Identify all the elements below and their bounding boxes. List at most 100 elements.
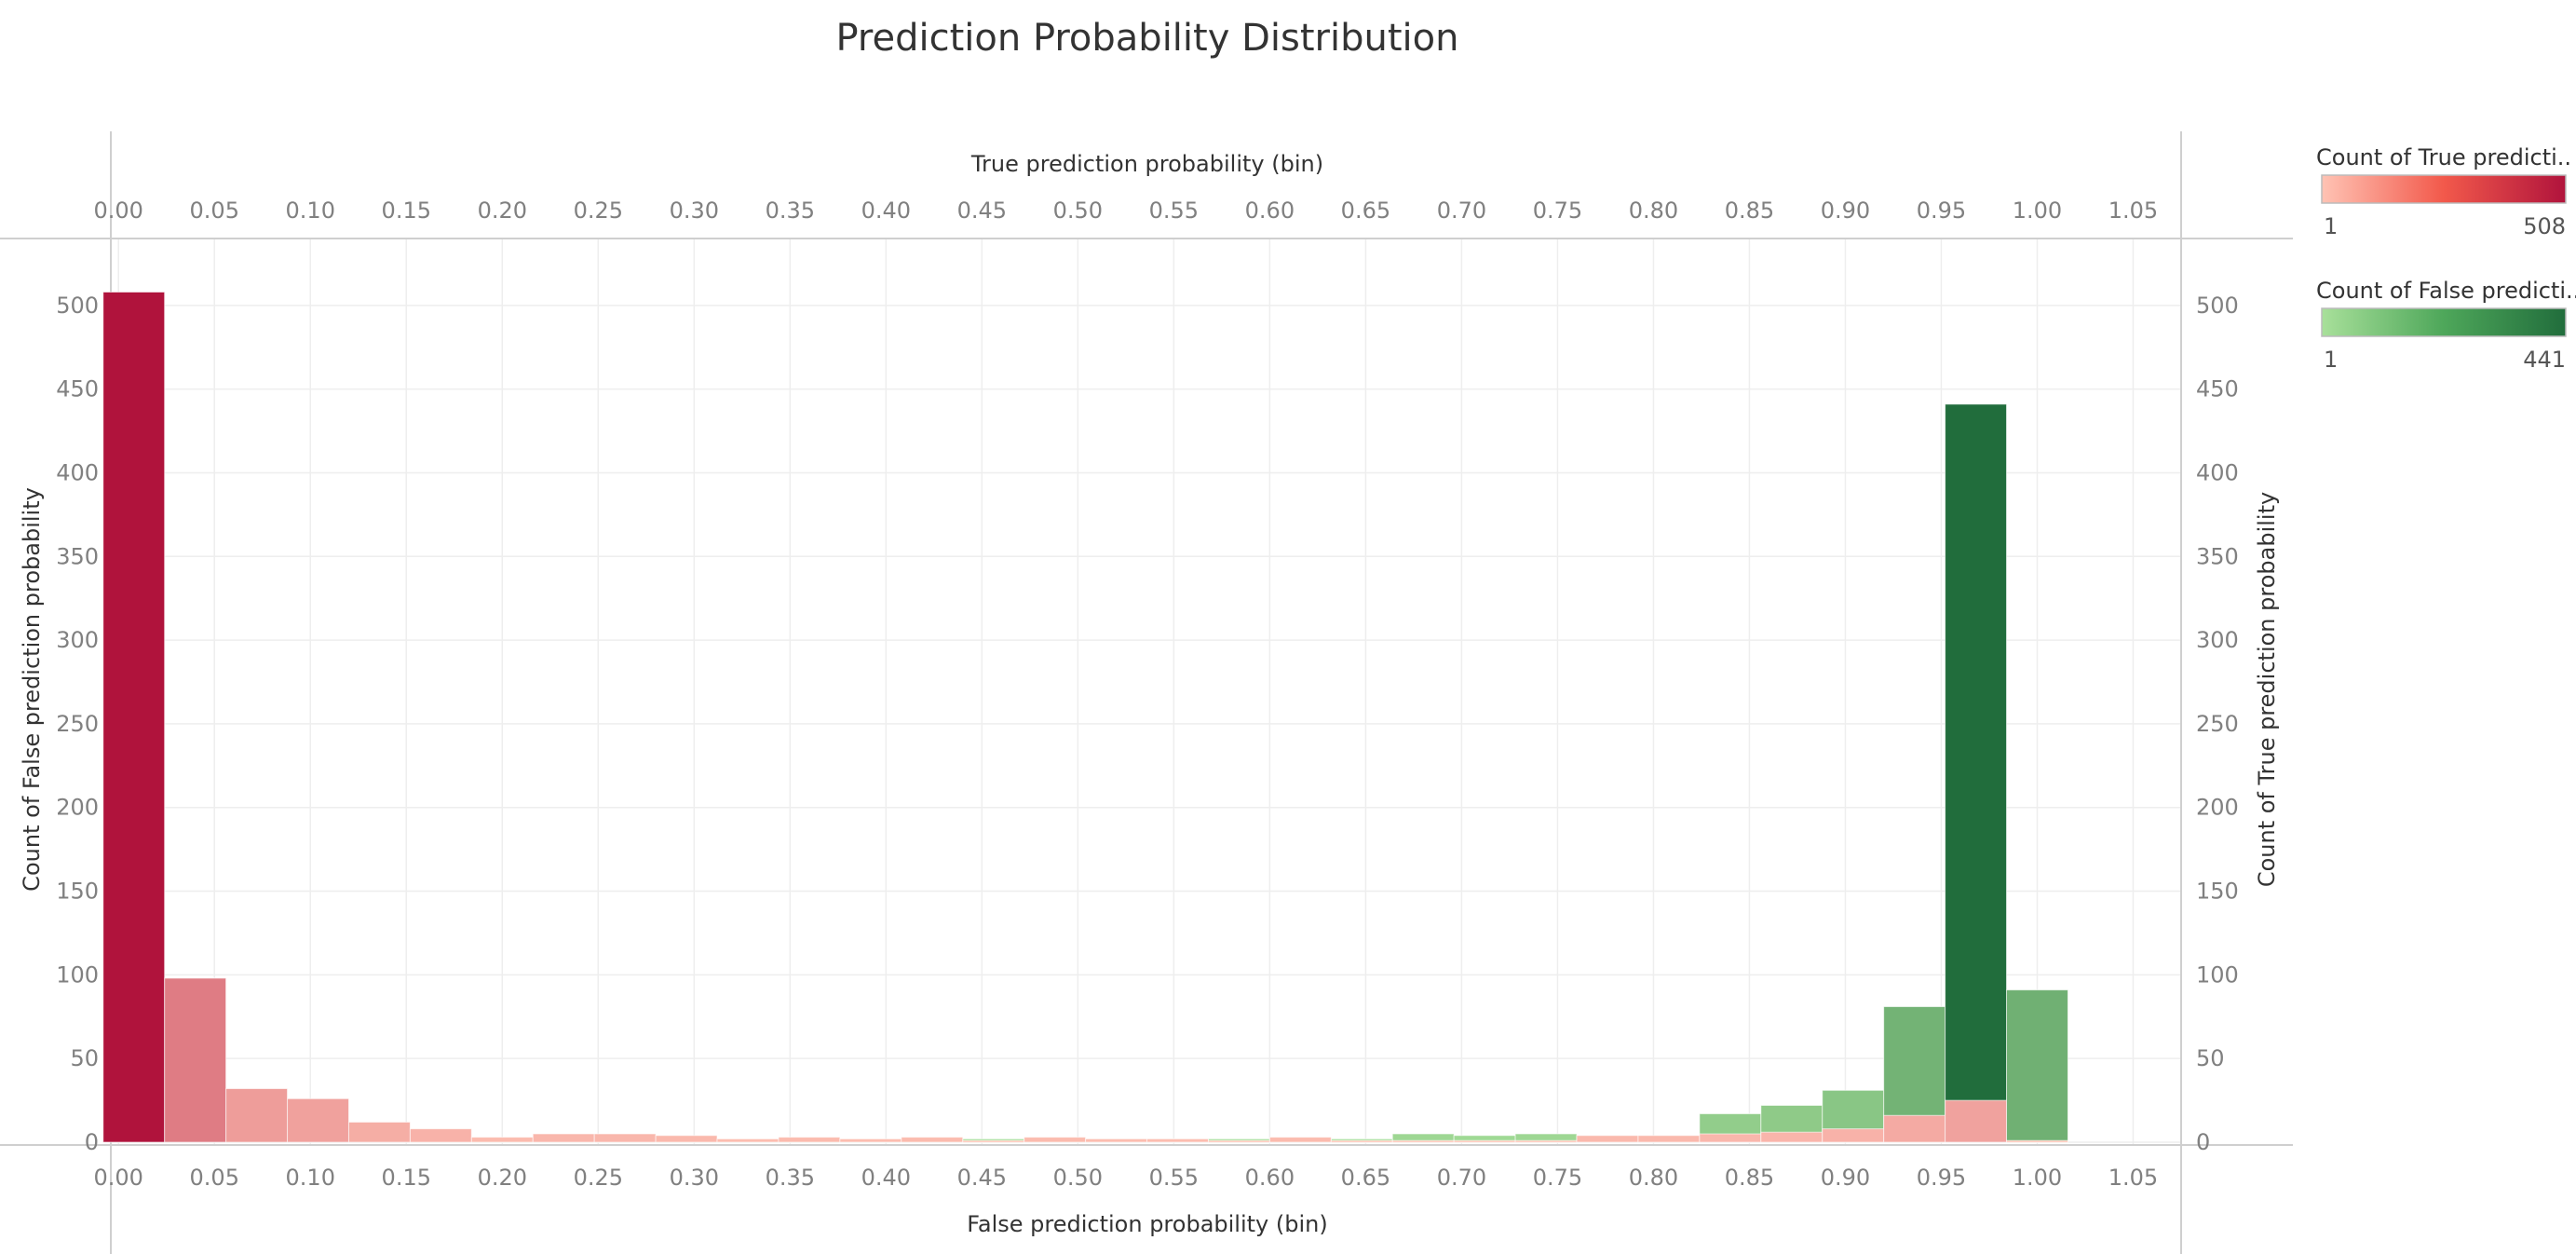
true-prediction-bar [1453, 1139, 1516, 1143]
legend-false-max: 441 [2523, 347, 2566, 373]
bottom-x-tick-label: 0.60 [1245, 1165, 1295, 1191]
top-x-tick-label: 0.35 [766, 198, 815, 224]
right-y-tick-label: 250 [2196, 711, 2239, 737]
left-y-tick-label: 300 [56, 627, 99, 653]
top-x-tick-label: 0.05 [190, 198, 239, 224]
left-y-tick-label: 200 [56, 795, 99, 821]
top-x-tick-label: 0.00 [94, 198, 143, 224]
top-x-tick-label: 0.60 [1245, 198, 1295, 224]
legend-true-predictions: Count of True predicti.. 1 508 [2316, 144, 2571, 239]
true-prediction-bar [347, 1121, 411, 1143]
left-y-tick-label: 150 [56, 879, 99, 905]
true-prediction-bar [778, 1137, 841, 1143]
left-y-tick-label: 100 [56, 961, 99, 988]
tick-labels: 0.00 0.00 0.05 0.05 0.10 0.10 0.15 0.15 0.20 0.20… [56, 198, 2239, 1191]
true-prediction-bar [1822, 1128, 1885, 1143]
left-y-tick-label: 500 [56, 293, 99, 319]
true-prediction-bar [1637, 1135, 1701, 1143]
right-y-tick-label: 200 [2196, 795, 2239, 821]
gridlines [111, 239, 2181, 1145]
false-prediction-bars [409, 403, 2068, 1143]
legend-true-title: Count of True predicti.. [2316, 144, 2571, 170]
bottom-x-tick-label: 0.35 [766, 1165, 815, 1191]
top-x-tick-label: 0.50 [1053, 198, 1103, 224]
bottom-x-tick-label: 0.50 [1053, 1165, 1103, 1191]
left-y-axis-title: Count of False prediction probability [19, 487, 45, 892]
top-x-tick-label: 1.00 [2013, 198, 2062, 224]
bottom-x-tick-label: 0.90 [1821, 1165, 1870, 1191]
true-prediction-bar [1883, 1114, 1946, 1143]
true-prediction-bars [102, 291, 2068, 1143]
true-prediction-bar [470, 1137, 534, 1143]
top-x-tick-label: 1.05 [2108, 198, 2158, 224]
right-y-tick-label: 150 [2196, 879, 2239, 905]
top-x-tick-label: 0.65 [1341, 198, 1390, 224]
left-y-tick-label: 350 [56, 543, 99, 569]
true-prediction-bar [593, 1133, 657, 1143]
bottom-x-tick-label: 0.55 [1149, 1165, 1199, 1191]
top-x-tick-label: 0.40 [861, 198, 911, 224]
legend-false-predictions: Count of False predicti.. 1 441 [2316, 278, 2576, 373]
false-prediction-bar [2006, 989, 2068, 1143]
true-prediction-bar [1514, 1139, 1578, 1143]
true-prediction-bar [1146, 1138, 1209, 1143]
true-prediction-bar [716, 1138, 780, 1143]
top-x-tick-label: 0.20 [478, 198, 527, 224]
bottom-x-tick-label: 0.70 [1437, 1165, 1486, 1191]
top-x-tick-label: 0.15 [382, 198, 431, 224]
bottom-x-tick-label: 0.45 [957, 1165, 1007, 1191]
bottom-x-tick-label: 1.00 [2013, 1165, 2062, 1191]
top-x-tick-label: 0.10 [286, 198, 335, 224]
top-x-axis-title: True prediction probability (bin) [970, 151, 1323, 177]
true-prediction-bar [1085, 1138, 1148, 1143]
top-x-tick-label: 0.45 [957, 198, 1007, 224]
bottom-x-tick-label: 0.85 [1725, 1165, 1774, 1191]
top-x-tick-label: 0.70 [1437, 198, 1486, 224]
legend-false-min: 1 [2324, 347, 2338, 373]
legend-true-color-ramp [2321, 174, 2567, 204]
bottom-x-tick-label: 0.30 [670, 1165, 719, 1191]
true-prediction-bar [102, 291, 166, 1143]
true-prediction-bar [1207, 1139, 1270, 1143]
true-prediction-bar [962, 1139, 1025, 1143]
bottom-x-tick-label: 0.10 [286, 1165, 335, 1191]
bottom-x-tick-label: 1.05 [2108, 1165, 2158, 1191]
legend-true-min: 1 [2324, 213, 2338, 239]
true-prediction-bar [164, 977, 227, 1143]
true-prediction-bar [1699, 1133, 1762, 1143]
top-x-tick-label: 0.90 [1821, 198, 1870, 224]
top-x-tick-label: 0.55 [1149, 198, 1199, 224]
right-y-axis-title: Count of True prediction probability [2254, 492, 2280, 887]
bottom-x-tick-label: 0.80 [1629, 1165, 1678, 1191]
top-x-tick-label: 0.95 [1917, 198, 1966, 224]
true-prediction-bar [1576, 1135, 1639, 1143]
legend-false-color-ramp [2321, 307, 2567, 337]
true-prediction-bar [1391, 1139, 1455, 1143]
true-prediction-bar [1760, 1131, 1824, 1143]
top-x-tick-label: 0.30 [670, 198, 719, 224]
true-prediction-bar [225, 1088, 289, 1143]
left-y-tick-label: 450 [56, 376, 99, 402]
left-y-tick-label: 0 [85, 1129, 99, 1155]
bottom-x-tick-label: 0.65 [1341, 1165, 1390, 1191]
top-x-tick-label: 0.75 [1533, 198, 1582, 224]
bottom-x-tick-label: 0.40 [861, 1165, 911, 1191]
left-y-tick-label: 50 [70, 1045, 99, 1071]
bottom-x-tick-label: 0.00 [94, 1165, 143, 1191]
right-y-tick-label: 0 [2196, 1129, 2210, 1155]
legend-true-max: 508 [2523, 213, 2566, 239]
true-prediction-bar [655, 1135, 718, 1143]
false-prediction-bar [1945, 403, 2008, 1143]
bottom-x-tick-label: 0.15 [382, 1165, 431, 1191]
bottom-x-tick-label: 0.05 [190, 1165, 239, 1191]
top-x-tick-label: 0.80 [1629, 198, 1678, 224]
true-prediction-bar [901, 1137, 964, 1143]
right-y-tick-label: 100 [2196, 961, 2239, 988]
true-prediction-bar [1945, 1099, 2008, 1143]
true-prediction-bar [1268, 1137, 1332, 1143]
true-prediction-bar [1330, 1139, 1393, 1143]
true-prediction-bar [409, 1128, 472, 1143]
bottom-x-axis-title: False prediction probability (bin) [967, 1211, 1327, 1237]
right-y-tick-label: 500 [2196, 293, 2239, 319]
